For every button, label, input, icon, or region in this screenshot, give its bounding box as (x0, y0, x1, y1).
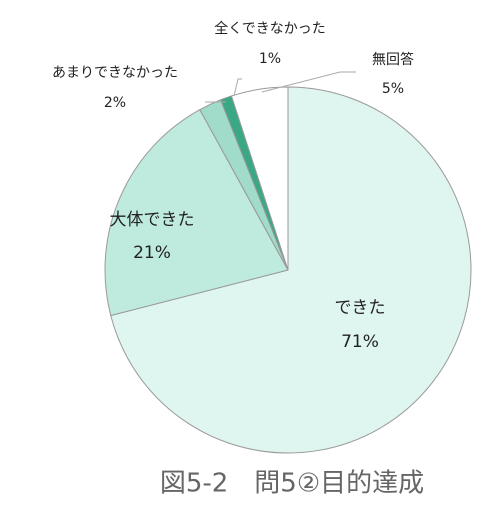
slice-label: 無回答 (372, 51, 414, 68)
value-label: 21% (133, 243, 171, 263)
slice-label: あまりできなかった (52, 65, 178, 81)
slice-label: 全くできなかった (214, 20, 326, 37)
value-label: 5% (382, 81, 404, 97)
slice-label: できた (335, 298, 386, 318)
pie-slice (104, 108, 289, 317)
value-label: 1% (259, 51, 281, 67)
value-label: 2% (104, 95, 126, 111)
pie (104, 86, 472, 454)
chart-title: 図5-2 問5②目的達成 (160, 469, 424, 499)
pie-slice (110, 86, 472, 454)
value-label: 71% (341, 332, 379, 352)
leader-line (233, 78, 242, 97)
slice-label: 大体できた (110, 210, 195, 230)
pie-slice (230, 86, 289, 271)
leader-lines (205, 71, 356, 103)
leader-line (261, 71, 356, 93)
